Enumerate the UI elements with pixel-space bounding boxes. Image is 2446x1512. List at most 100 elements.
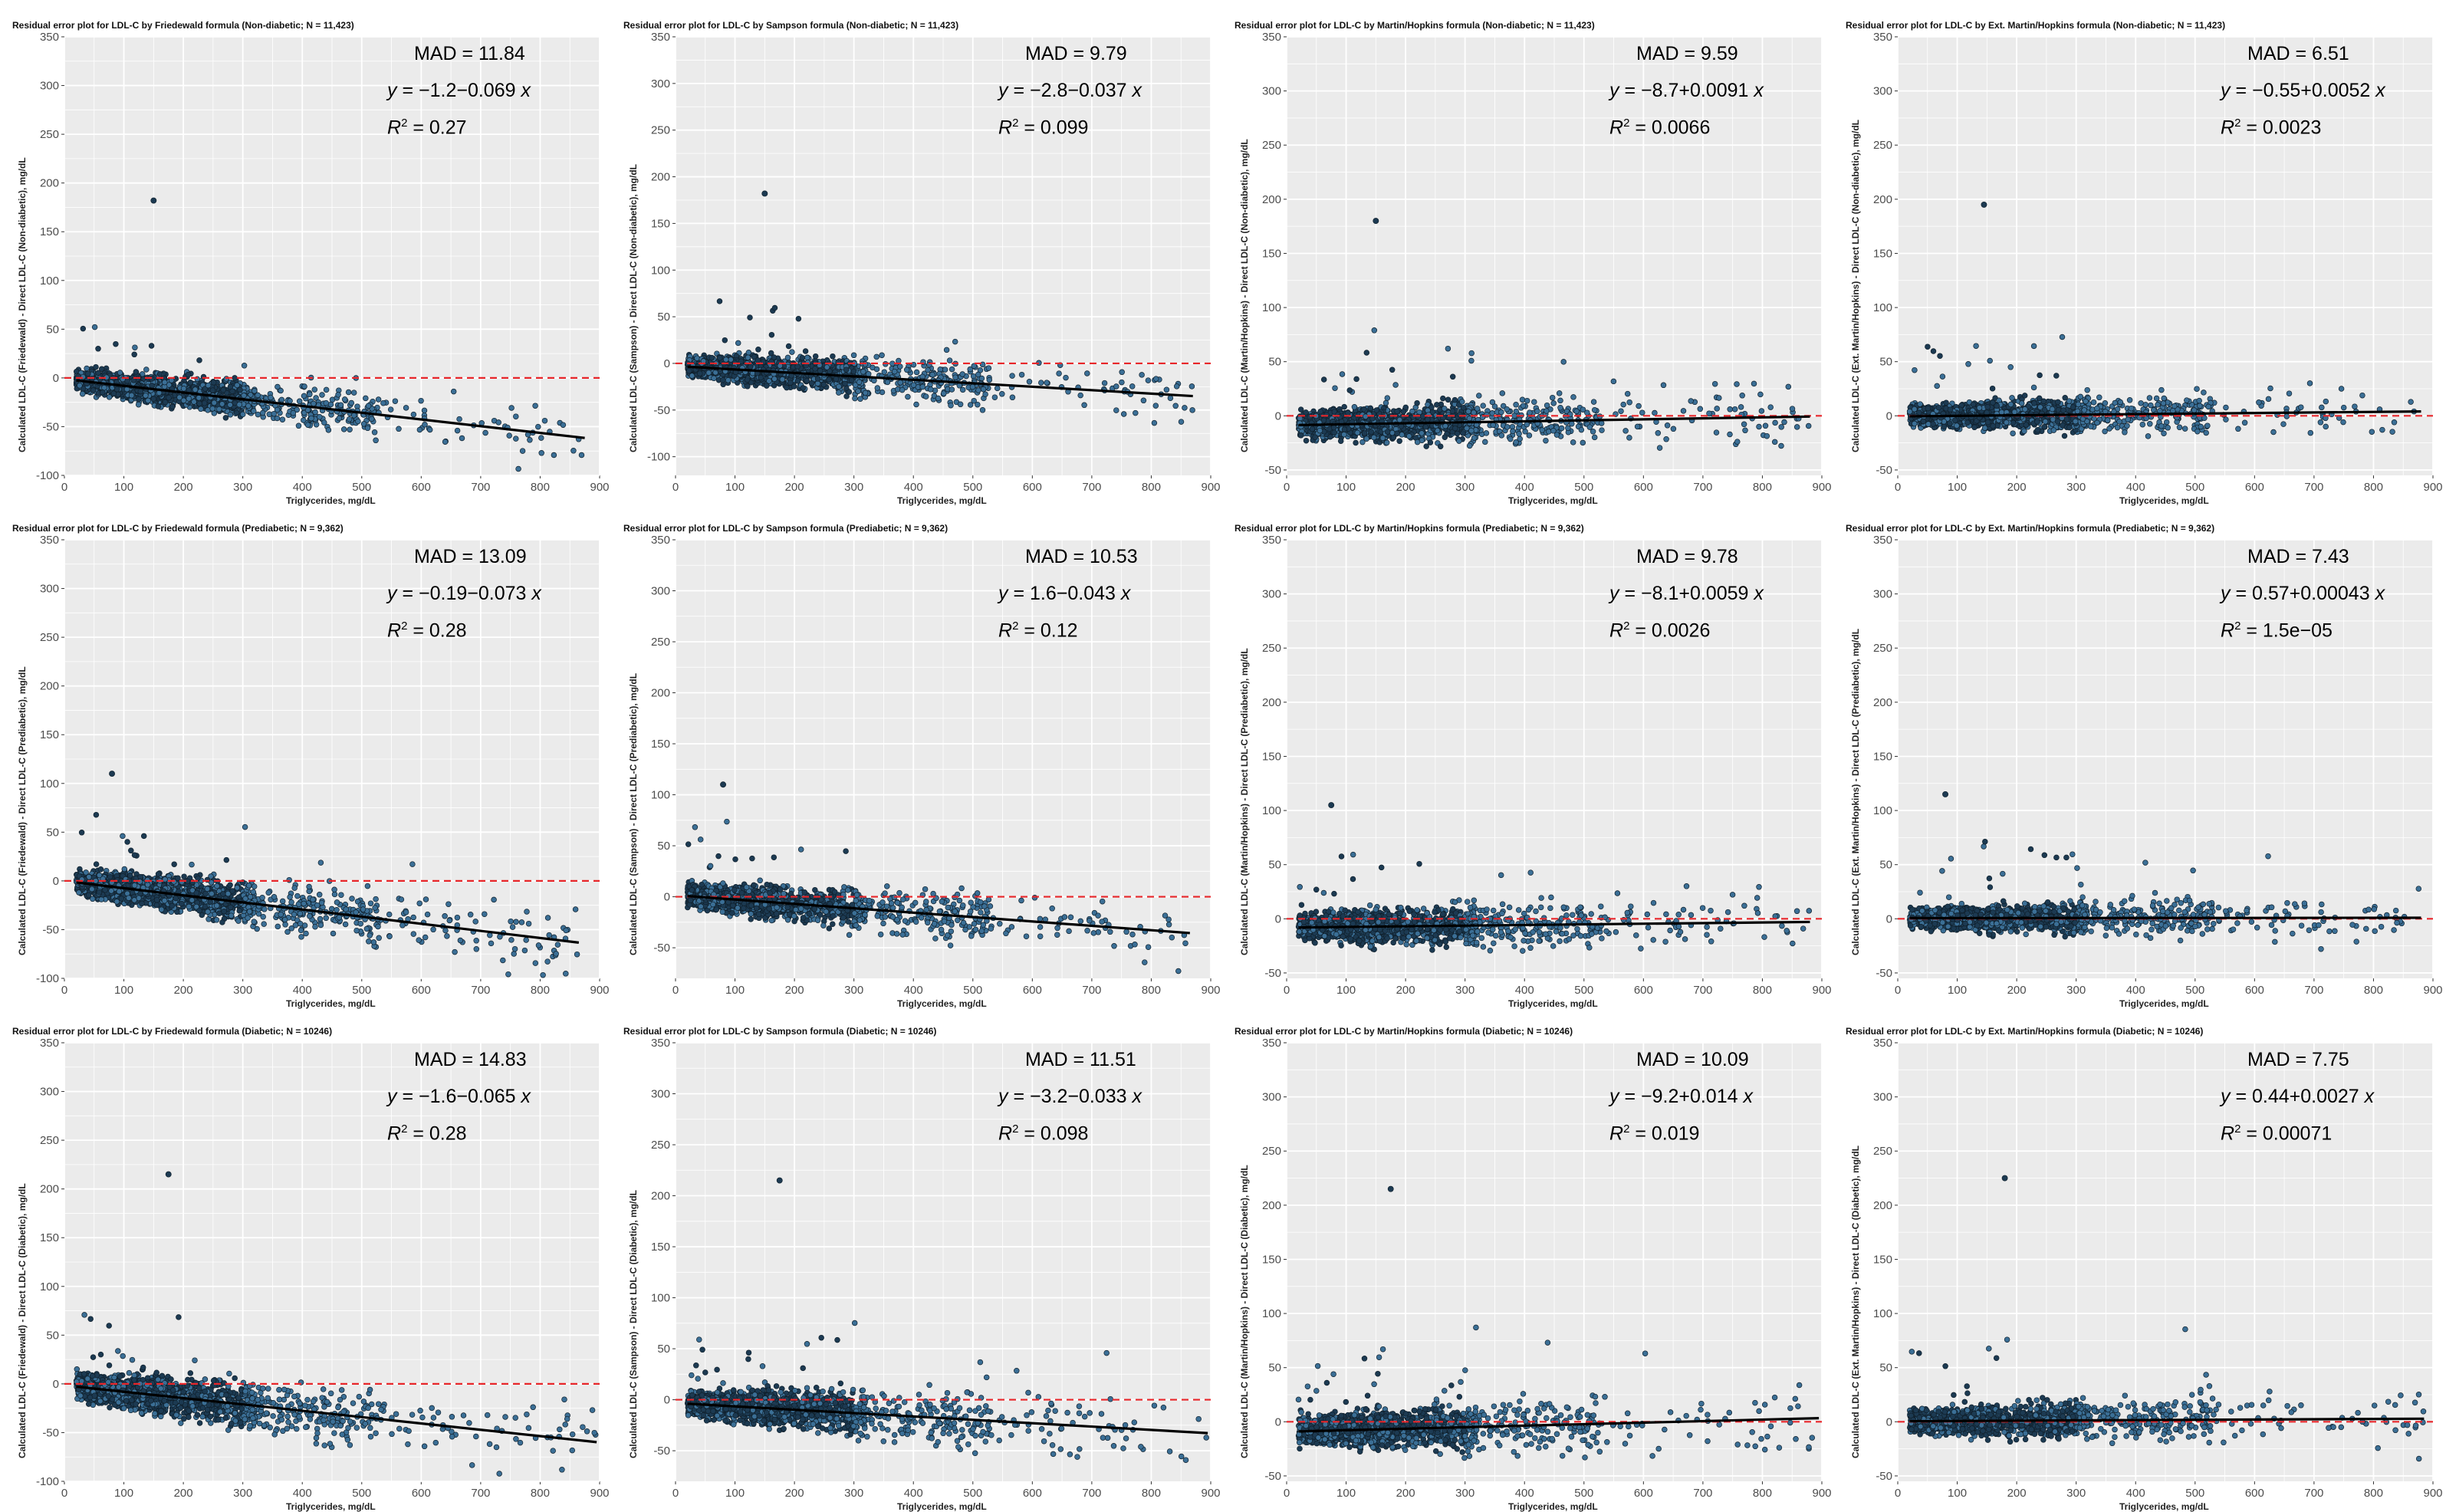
x-tick-label: 100 [1336, 481, 1356, 494]
data-point [843, 381, 848, 386]
y-tick-label: 50 [657, 311, 670, 324]
data-point [372, 429, 377, 435]
data-point [162, 380, 167, 385]
x-tick-label: 900 [590, 481, 609, 494]
data-point [930, 372, 935, 377]
y-tick-label: -100 [647, 451, 670, 464]
data-point [1010, 395, 1015, 400]
data-point [349, 400, 354, 406]
data-point [210, 406, 215, 412]
data-point [1476, 393, 1481, 399]
data-point [197, 358, 202, 363]
data-point [520, 449, 525, 454]
data-point [417, 427, 422, 432]
data-point [1082, 403, 1087, 408]
data-point [875, 386, 880, 391]
data-point [1399, 432, 1405, 438]
y-tick-label: 50 [46, 323, 59, 336]
data-point [205, 408, 211, 413]
data-point [84, 366, 90, 371]
data-point [844, 394, 850, 399]
data-point [717, 299, 722, 304]
data-point [851, 369, 856, 374]
data-point [1520, 397, 1525, 403]
data-point [381, 400, 386, 406]
data-point [925, 367, 931, 373]
data-point [513, 436, 518, 442]
data-point [1531, 399, 1537, 405]
data-point [457, 416, 462, 422]
data-point [170, 404, 176, 409]
data-point [866, 371, 871, 376]
x-tick-label: 400 [1515, 481, 1534, 494]
y-tick-label: 350 [40, 31, 59, 44]
data-point [1304, 410, 1309, 416]
data-point [301, 393, 307, 399]
panel-title: Residual error plot for LDL-C by Sampson… [623, 20, 958, 31]
data-point [947, 358, 952, 363]
y-tick-label: -50 [42, 420, 59, 433]
data-point [976, 388, 981, 393]
data-point [746, 350, 751, 355]
data-point [1389, 367, 1395, 373]
data-point [211, 380, 216, 385]
y-tick-label: 100 [40, 274, 59, 288]
data-point [1511, 429, 1516, 434]
data-point [914, 370, 919, 375]
data-point [251, 409, 256, 414]
data-point [1734, 382, 1740, 387]
data-point [1044, 380, 1050, 386]
x-tick-label: 500 [352, 481, 371, 494]
data-point [767, 379, 772, 384]
data-point [1652, 410, 1658, 416]
x-tick-label: 800 [531, 481, 550, 494]
data-point [1298, 407, 1304, 413]
data-point [1698, 406, 1703, 412]
data-point [280, 417, 285, 422]
data-point [958, 402, 963, 407]
data-point [111, 391, 117, 396]
data-point [745, 383, 751, 389]
data-point [1599, 428, 1605, 433]
x-tick-label: 800 [1753, 481, 1772, 494]
data-point [157, 372, 163, 377]
data-point [836, 390, 841, 396]
data-point [697, 371, 702, 376]
y-tick-label: 250 [1262, 139, 1281, 152]
data-point [1574, 409, 1580, 414]
data-point [1758, 392, 1764, 397]
data-point [149, 343, 154, 349]
data-point [163, 399, 168, 405]
data-point [1544, 403, 1550, 408]
data-point [803, 349, 808, 354]
data-point [94, 364, 99, 370]
data-point [1779, 443, 1784, 449]
data-point [291, 410, 296, 416]
data-point [535, 424, 541, 429]
data-point [1129, 384, 1135, 390]
data-point [801, 386, 806, 391]
data-point [1551, 401, 1557, 406]
x-tick-label: 300 [1455, 481, 1475, 494]
data-point [1517, 431, 1522, 436]
data-point [411, 412, 416, 417]
data-point [1627, 436, 1632, 441]
data-point [1179, 419, 1184, 425]
data-point [579, 452, 584, 458]
data-point [911, 383, 916, 388]
y-tick-label: 250 [40, 128, 59, 141]
data-point [920, 384, 925, 390]
data-point [1057, 371, 1062, 376]
data-point [533, 403, 538, 409]
panel-title: Residual error plot for LDL-C by Friedew… [12, 20, 354, 31]
data-point [1782, 419, 1787, 425]
x-tick-label: 400 [904, 481, 923, 494]
data-point [1655, 430, 1661, 436]
data-point [898, 380, 903, 386]
data-point [199, 406, 204, 412]
data-point [275, 384, 281, 390]
data-point [297, 399, 302, 404]
data-point [538, 436, 544, 441]
y-tick-label: 200 [1262, 193, 1281, 206]
data-point [442, 439, 448, 445]
